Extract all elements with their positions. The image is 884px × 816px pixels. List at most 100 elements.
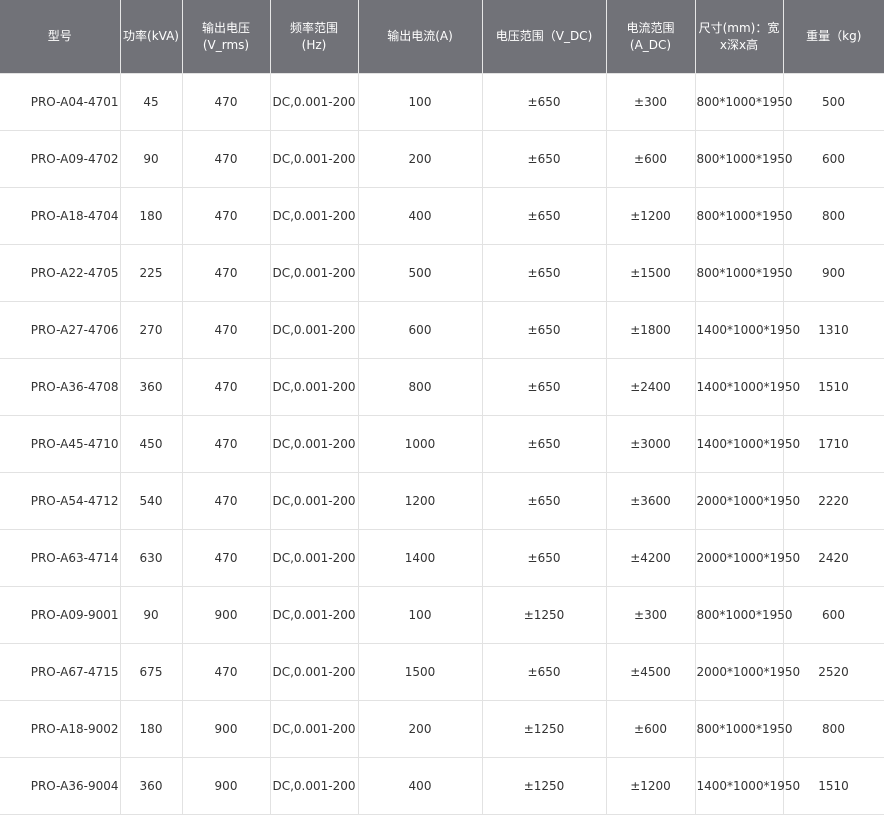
- table-cell: ±650: [481, 415, 607, 473]
- table-cell: 500: [357, 244, 483, 302]
- table-cell: 45: [119, 73, 183, 131]
- table-cell: 1400*1000*1950: [694, 757, 800, 815]
- table-cell: 470: [181, 130, 271, 188]
- header-cell: 型号: [0, 0, 120, 74]
- table-cell: 540: [119, 472, 183, 530]
- header-text: 尺寸(mm)：宽: [698, 20, 780, 35]
- table-cell: ±2400: [605, 358, 696, 416]
- table-cell: 800*1000*1950: [694, 187, 792, 245]
- table-row: PRO-A09-4702 90 470 DC,0.001-200 200 ±650 ±600…: [0, 130, 884, 188]
- header-text: 输出电流(A): [387, 29, 453, 43]
- table-cell: 630: [119, 529, 183, 587]
- table-cell: 2000*1000*1950: [694, 643, 800, 701]
- table-cell: 1310: [782, 301, 884, 359]
- table-cell: 800*1000*1950: [694, 244, 792, 302]
- header-text: (V_rms): [202, 37, 250, 52]
- table-cell: ±1500: [605, 244, 696, 302]
- table-cell: 800*1000*1950: [694, 73, 792, 131]
- table-row: PRO-A36-4708 360 470 DC,0.001-200 800 ±650 ±24…: [0, 358, 884, 416]
- header-text: 功率(kVA): [123, 29, 179, 43]
- table-cell: 2000*1000*1950: [694, 472, 800, 530]
- header-text: 输出电压: [201, 20, 250, 35]
- table-cell: 470: [181, 415, 271, 473]
- header-cell: 尺寸(mm)：宽 x深x高: [694, 0, 783, 74]
- table-cell: PRO-A18-4704: [0, 187, 121, 245]
- table-cell: ±650: [481, 358, 607, 416]
- table-cell: DC,0.001-200: [269, 73, 359, 131]
- table-cell: ±300: [605, 73, 696, 131]
- table-cell: PRO-A63-4714: [0, 529, 121, 587]
- table-cell: 800*1000*1950: [694, 586, 792, 644]
- table-cell: 500: [782, 73, 884, 131]
- table-cell: 400: [357, 757, 483, 815]
- table-cell: PRO-A36-4708: [0, 358, 121, 416]
- table-cell: 1400*1000*1950: [694, 358, 800, 416]
- table-cell: DC,0.001-200: [269, 472, 359, 530]
- table-cell: 900: [181, 700, 271, 758]
- header-cell: 输出电压 (V_rms): [181, 0, 270, 74]
- table-cell: 1400*1000*1950: [694, 301, 800, 359]
- table-row: PRO-A67-4715 675 470 DC,0.001-200 1500 ±650 ±4…: [0, 643, 884, 701]
- table-cell: 200: [357, 700, 483, 758]
- table-cell: 1510: [782, 757, 884, 815]
- header-text: 电流范围: [626, 20, 675, 35]
- table-cell: PRO-A67-4715: [0, 643, 121, 701]
- table-cell: DC,0.001-200: [269, 415, 359, 473]
- header-text: 型号: [47, 29, 72, 43]
- table-cell: ±1250: [481, 757, 607, 815]
- table-cell: ±1250: [481, 586, 607, 644]
- table-cell: 675: [119, 643, 183, 701]
- table-cell: 1510: [782, 358, 884, 416]
- table-row: PRO-A54-4712 540 470 DC,0.001-200 1200 ±650 ±3…: [0, 472, 884, 530]
- table-cell: 470: [181, 244, 271, 302]
- table-cell: 270: [119, 301, 183, 359]
- table-cell: ±1200: [605, 187, 696, 245]
- table-cell: ±650: [481, 301, 607, 359]
- header-text: 频率范围: [289, 20, 338, 35]
- table-cell: PRO-A36-9004: [0, 757, 121, 815]
- table-cell: 360: [119, 757, 183, 815]
- header-text: (A_DC): [629, 37, 672, 52]
- header-cell: 频率范围 (Hz): [269, 0, 358, 74]
- table-cell: 1400: [357, 529, 483, 587]
- table-cell: 1000: [357, 415, 483, 473]
- table-cell: 470: [181, 301, 271, 359]
- table-cell: 800: [782, 700, 884, 758]
- table-cell: 100: [357, 586, 483, 644]
- table-cell: 470: [181, 643, 271, 701]
- table-cell: 800*1000*1950: [694, 700, 792, 758]
- table-cell: DC,0.001-200: [269, 244, 359, 302]
- table-cell: 225: [119, 244, 183, 302]
- table-row: PRO-A22-4705 225 470 DC,0.001-200 500 ±650 ±15…: [0, 244, 884, 302]
- table-cell: 1500: [357, 643, 483, 701]
- table-cell: 470: [181, 472, 271, 530]
- table-cell: 600: [357, 301, 483, 359]
- table-cell: DC,0.001-200: [269, 301, 359, 359]
- table-cell: 1200: [357, 472, 483, 530]
- table-cell: DC,0.001-200: [269, 757, 359, 815]
- table-cell: ±1800: [605, 301, 696, 359]
- table-cell: PRO-A54-4712: [0, 472, 121, 530]
- table-cell: ±1250: [481, 700, 607, 758]
- table-cell: 470: [181, 529, 271, 587]
- table-cell: ±3600: [605, 472, 696, 530]
- table-cell: 360: [119, 358, 183, 416]
- table-cell: PRO-A09-9001: [0, 586, 121, 644]
- table-cell: ±650: [481, 187, 607, 245]
- table-cell: PRO-A27-4706: [0, 301, 121, 359]
- table-cell: 800: [782, 187, 884, 245]
- table-cell: ±650: [481, 472, 607, 530]
- table-cell: PRO-A04-4701: [0, 73, 121, 131]
- table-row: PRO-A63-4714 630 470 DC,0.001-200 1400 ±650 ±4…: [0, 529, 884, 587]
- table-cell: 600: [782, 130, 884, 188]
- table-cell: 470: [181, 73, 271, 131]
- table-cell: ±3000: [605, 415, 696, 473]
- table-cell: ±600: [605, 700, 696, 758]
- table-row: PRO-A04-4701 45 470 DC,0.001-200 100 ±650 ±300…: [0, 73, 884, 131]
- header-text: 电压范围（V_DC): [495, 29, 593, 43]
- table-cell: ±600: [605, 130, 696, 188]
- table-cell: DC,0.001-200: [269, 700, 359, 758]
- table-cell: ±300: [605, 586, 696, 644]
- header-cell: 功率(kVA): [119, 0, 182, 74]
- table-cell: DC,0.001-200: [269, 187, 359, 245]
